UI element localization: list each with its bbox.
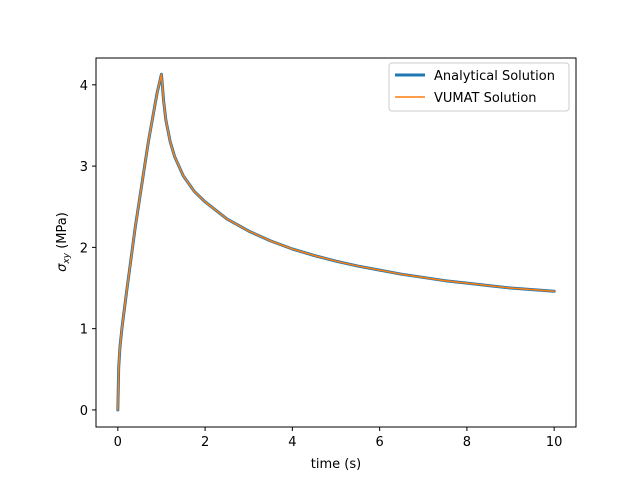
x-axis-label: time (s) (311, 457, 361, 472)
y-axis-label-unit: (MPa) (55, 212, 70, 253)
x-axis-ticks: 0 2 4 6 8 10 (114, 427, 563, 450)
plot-area-frame (95, 57, 577, 428)
x-tick-label: 10 (546, 435, 563, 450)
y-tick-label: 3 (80, 160, 88, 175)
y-axis-ticks: 0 1 2 3 4 (80, 79, 96, 419)
y-axis-label: σxy (MPa) (55, 212, 72, 272)
legend-frame (388, 62, 570, 112)
x-tick-label: 4 (288, 435, 296, 450)
y-tick-label: 4 (80, 79, 88, 94)
series-layer (116, 72, 556, 412)
y-axis-label-subscript: xy (62, 252, 72, 264)
y-tick-label: 0 (80, 404, 88, 419)
series-line-vumat (117, 73, 555, 411)
x-tick-label: 6 (375, 435, 383, 450)
legend-label-analytical: Analytical Solution (434, 69, 555, 84)
y-axis-label-symbol: σ (55, 263, 70, 272)
x-tick-label: 2 (201, 435, 209, 450)
x-tick-label: 8 (463, 435, 471, 450)
x-tick-label: 0 (114, 435, 122, 450)
legend-label-vumat: VUMAT Solution (434, 91, 537, 106)
legend: Analytical Solution VUMAT Solution (388, 62, 570, 112)
y-tick-label: 2 (80, 241, 88, 256)
y-tick-label: 1 (80, 323, 88, 338)
